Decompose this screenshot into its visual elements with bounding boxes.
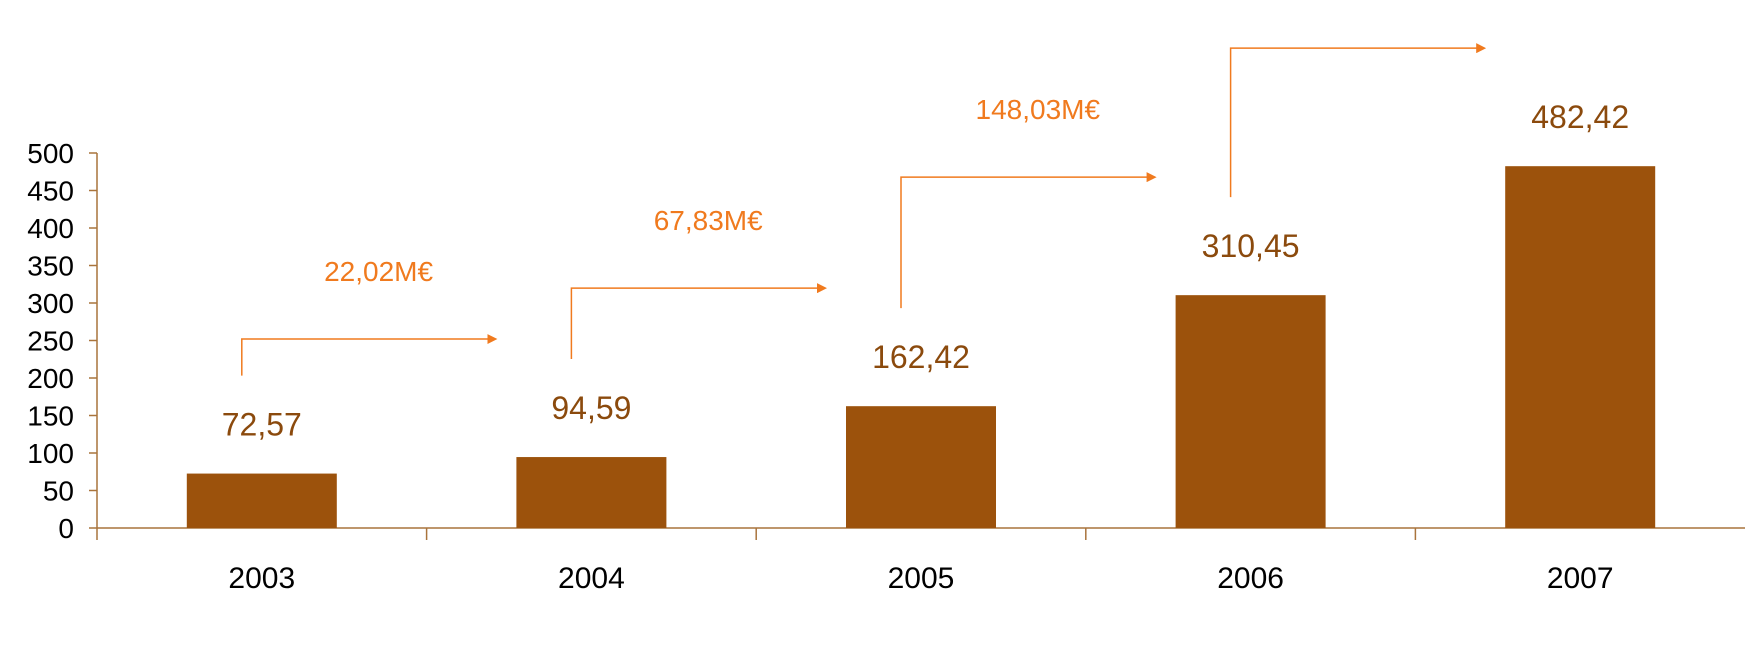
change-arrow	[241, 334, 498, 376]
y-tick-label: 250	[27, 326, 74, 357]
change-arrow	[570, 283, 827, 360]
axes: 0 50 100 150 200 250 300 350 400 450 500	[27, 138, 1745, 544]
y-tick-label: 300	[27, 288, 74, 319]
x-tick-label: 2005	[888, 562, 955, 595]
data-label-2007: 482,42	[1531, 99, 1629, 135]
y-tick-label: 500	[27, 138, 74, 169]
y-tick-label: 200	[27, 363, 74, 394]
bars	[186, 166, 1656, 528]
x-tick-label: 2006	[1217, 562, 1284, 595]
y-tick-label: 100	[27, 438, 74, 469]
annotations: 22,02M€67,83M€148,03M€171,97M€	[241, 43, 1487, 376]
data-label-2005: 162,42	[872, 339, 970, 375]
bar-2003	[186, 473, 337, 528]
y-tick-label: 0	[58, 513, 74, 544]
bar-2005	[846, 406, 996, 528]
bar-2007	[1505, 166, 1656, 528]
labels: 2003 72,57 2004 94,59 2005 162,42 2006 310,45 20…	[222, 99, 1629, 595]
y-tick-label: 400	[27, 213, 74, 244]
change-arrow	[900, 172, 1157, 309]
x-tick-label: 2003	[228, 562, 295, 595]
y-tick-label: 350	[27, 251, 74, 282]
y-tick-label: 50	[43, 476, 74, 507]
x-tick-label: 2004	[558, 562, 625, 595]
x-tick-label: 2007	[1547, 562, 1614, 595]
data-label-2006: 310,45	[1202, 228, 1300, 264]
bar-2004	[516, 457, 667, 528]
bar-2006	[1175, 295, 1326, 528]
y-tick-label: 150	[27, 401, 74, 432]
change-label: 67,83M€	[654, 205, 763, 236]
change-label: 22,02M€	[324, 256, 433, 287]
y-tick-label: 450	[27, 176, 74, 207]
data-label-2003: 72,57	[222, 407, 302, 443]
change-arrow	[1229, 43, 1487, 198]
data-label-2004: 94,59	[551, 390, 631, 426]
change-label: 148,03M€	[976, 94, 1101, 125]
